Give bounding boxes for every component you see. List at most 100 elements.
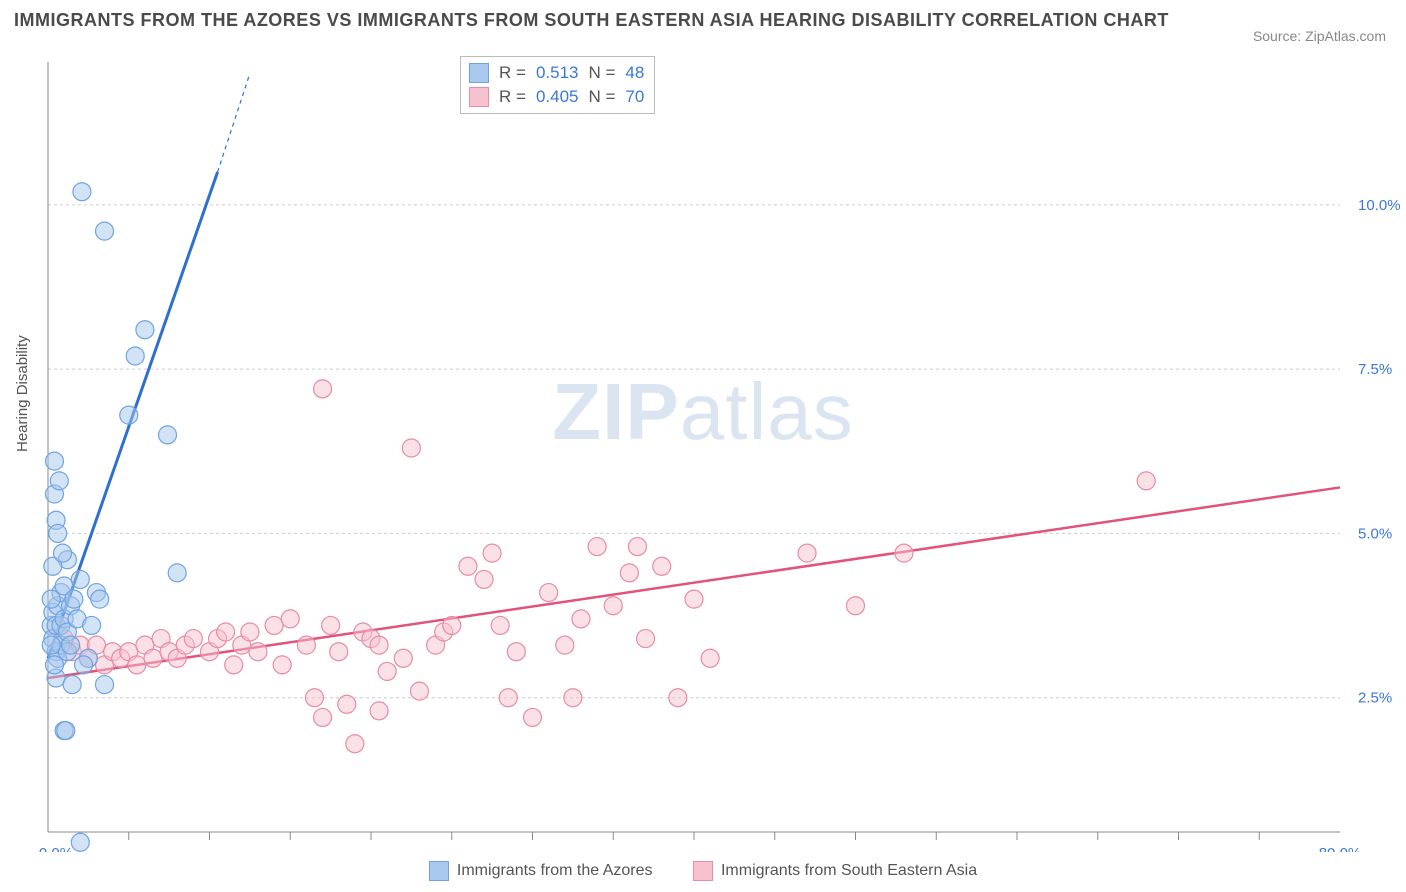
data-point [685,590,703,608]
data-point [168,564,186,582]
data-point [628,538,646,556]
data-point [1137,472,1155,490]
data-point [249,643,267,661]
data-point [96,222,114,240]
data-point [378,662,396,680]
data-point [338,695,356,713]
data-point [322,616,340,634]
data-point [847,597,865,615]
data-point [669,689,687,707]
swatch-blue-icon [469,63,489,83]
y-tick-label: 10.0% [1358,197,1401,214]
data-point [91,590,109,608]
n-label: N = [588,85,615,109]
chart-area: Hearing Disability ZIPatlas 2.5%5.0%7.5%… [0,52,1406,852]
data-point [370,702,388,720]
swatch-pink-icon [693,861,713,881]
data-point [65,590,83,608]
data-point [540,584,558,602]
data-point [895,544,913,562]
data-point [75,656,93,674]
data-point [63,676,81,694]
data-point [241,623,259,641]
data-point [314,708,332,726]
data-point [159,426,177,444]
data-point [701,649,719,667]
data-point [273,656,291,674]
data-point [297,636,315,654]
data-point [184,630,202,648]
data-point [225,656,243,674]
swatch-blue-icon [429,861,449,881]
data-point [507,643,525,661]
corr-row-blue: R = 0.513 N = 48 [469,61,644,85]
chart-title: IMMIGRANTS FROM THE AZORES VS IMMIGRANTS… [14,10,1169,31]
data-point [281,610,299,628]
swatch-pink-icon [469,87,489,107]
n-label: N = [588,61,615,85]
data-point [57,722,75,740]
data-point [54,544,72,562]
legend-item-blue: Immigrants from the Azores [429,861,653,881]
data-point [45,656,63,674]
data-point [370,636,388,654]
y-tick-label: 5.0% [1358,525,1392,542]
data-point [556,636,574,654]
y-tick-label: 2.5% [1358,690,1392,707]
legend-label-pink: Immigrants from South Eastern Asia [721,862,977,880]
data-point [402,439,420,457]
x-tick-label: 0.0% [39,845,73,852]
data-point [314,380,332,398]
legend-label-blue: Immigrants from the Azores [457,862,653,880]
scatter-plot-svg: 2.5%5.0%7.5%10.0%0.0%80.0% [0,52,1406,852]
data-point [443,616,461,634]
r-label: R = [499,85,526,109]
correlation-legend: R = 0.513 N = 48 R = 0.405 N = 70 [460,56,655,114]
data-point [798,544,816,562]
y-axis-label: Hearing Disability [14,335,31,452]
r-value-pink: 0.405 [536,85,579,109]
source-attribution: Source: ZipAtlas.com [1253,28,1386,44]
r-value-blue: 0.513 [536,61,579,85]
data-point [483,544,501,562]
data-point [564,689,582,707]
data-point [588,538,606,556]
data-point [126,347,144,365]
data-point [475,570,493,588]
data-point [120,406,138,424]
data-point [459,557,477,575]
data-point [653,557,671,575]
r-label: R = [499,61,526,85]
data-point [346,735,364,753]
data-point [330,643,348,661]
data-point [217,623,235,641]
data-point [524,708,542,726]
data-point [128,656,146,674]
data-point [410,682,428,700]
data-point [45,452,63,470]
data-point [394,649,412,667]
data-point [42,590,60,608]
data-point [73,183,91,201]
n-value-pink: 70 [625,85,644,109]
data-point [83,616,101,634]
data-point [305,689,323,707]
data-point [50,472,68,490]
data-point [572,610,590,628]
legend-item-pink: Immigrants from South Eastern Asia [693,861,977,881]
data-point [499,689,517,707]
data-point [136,321,154,339]
data-point [491,616,509,634]
x-tick-label: 80.0% [1319,845,1362,852]
data-point [49,524,67,542]
data-point [144,649,162,667]
data-point [604,597,622,615]
data-point [637,630,655,648]
data-point [265,616,283,634]
corr-row-pink: R = 0.405 N = 70 [469,85,644,109]
n-value-blue: 48 [625,61,644,85]
data-point [71,833,89,851]
data-point [62,636,80,654]
data-point [71,570,89,588]
data-point [42,636,60,654]
